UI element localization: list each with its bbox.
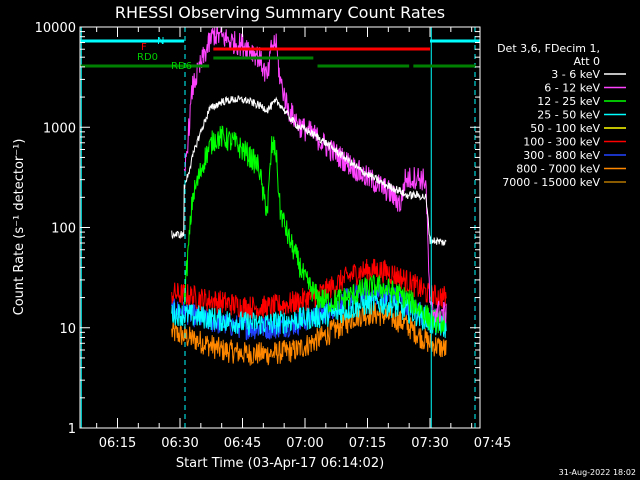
x-tick-label: 07:30 [411, 436, 448, 451]
plot-frame [79, 26, 481, 429]
series-line-25-50-kev [171, 290, 447, 339]
y-tick-label: 1000 [43, 121, 76, 136]
x-tick-label: 06:45 [224, 436, 261, 451]
legend-header-line: Det 3,6, FDecim 1, [497, 42, 600, 55]
series-line-6-12-kev [183, 27, 447, 324]
state-label-n: N [157, 36, 164, 47]
state-label-f: F [141, 42, 147, 53]
x-tick-label: 07:00 [286, 436, 323, 451]
legend-entry-3-6-kev: 3 - 6 keV [551, 68, 600, 81]
y-tick-label: 100 [51, 222, 76, 237]
legend-entry-300-800-kev: 300 - 800 keV [523, 149, 600, 162]
x-axis-label: Start Time (03-Apr-17 06:14:02) [176, 456, 384, 471]
legend-header-line: Att 0 [574, 55, 600, 68]
legend-entry-800-7000-kev: 800 - 7000 keV [516, 163, 600, 176]
x-tick-label: 07:15 [349, 436, 386, 451]
legend-entry-25-50-kev: 25 - 50 keV [537, 109, 600, 122]
x-tick-label: 06:15 [99, 436, 136, 451]
x-tick-label: 07:45 [474, 436, 511, 451]
chart-title: RHESSI Observing Summary Count Rates [115, 3, 445, 22]
legend-entry-12-25-kev: 12 - 25 keV [537, 95, 600, 108]
y-tick-label: 10 [59, 322, 76, 337]
x-tick-label: 06:30 [161, 436, 198, 451]
legend-entry-100-300-kev: 100 - 300 keV [523, 136, 600, 149]
series-line-3-6-kev [171, 95, 447, 246]
series-line-100-300-kev [171, 258, 447, 320]
footer-date: 31-Aug-2022 18:02 [559, 468, 636, 477]
y-axis-label: Count Rate (s⁻¹ detector⁻¹) [12, 139, 27, 316]
legend-entry-6-12-kev: 6 - 12 keV [544, 82, 600, 95]
state-label-rd6: RD6 [171, 61, 192, 72]
series-line-12-25-kev [183, 125, 447, 334]
legend-entry-7000-15000-kev: 7000 - 15000 keV [502, 176, 600, 189]
legend-entry-50-100-kev: 50 - 100 keV [530, 122, 600, 135]
y-tick-label: 10000 [35, 21, 76, 36]
state-label-rd0: RD0 [137, 52, 158, 63]
y-tick-label: 1 [68, 422, 76, 437]
series-line-800-7000-kev [171, 302, 447, 366]
